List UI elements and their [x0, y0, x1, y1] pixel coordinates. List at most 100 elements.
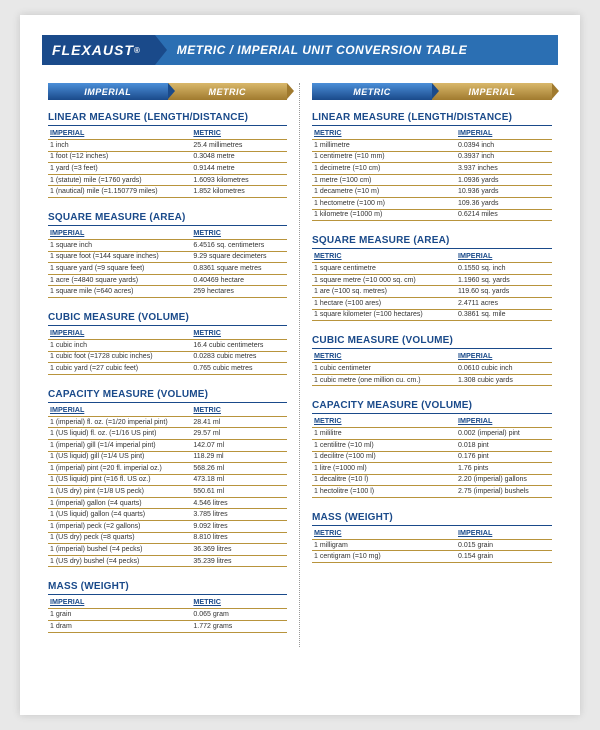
table-cell: 1 grain	[48, 609, 191, 621]
table-row: 1 metre (=100 cm)1.0936 yards	[312, 174, 552, 186]
table-row: 1 square foot (=144 square inches)9.29 s…	[48, 251, 287, 263]
table-row: 1 cubic yard (=27 cubic feet)0.765 cubic…	[48, 363, 287, 375]
table-cell: 1 (US liquid) gill (=1/4 US pint)	[48, 451, 191, 463]
column-header: METRIC	[312, 349, 456, 363]
column-header: METRIC	[312, 525, 456, 539]
tab-imperial: IMPERIAL	[432, 83, 552, 100]
table-row: 1 square yard (=9 square feet)0.8361 squ…	[48, 263, 287, 275]
section-title: CUBIC MEASURE (VOLUME)	[312, 335, 552, 346]
table-row: 1 square kilometer (=100 hectares)0.3861…	[312, 309, 552, 321]
conversion-section: CAPACITY MEASURE (VOLUME)IMPERIALMETRIC1…	[48, 389, 287, 568]
table-cell: 259 hectares	[191, 286, 287, 298]
table-cell: 1 (statute) mile (=1760 yards)	[48, 174, 191, 186]
table-cell: 1 inch	[48, 140, 191, 152]
section-title: CUBIC MEASURE (VOLUME)	[48, 312, 287, 323]
column-header: METRIC	[312, 126, 456, 140]
table-row: 1 centilitre (=10 ml)0.018 pint	[312, 439, 552, 451]
column-header: IMPERIAL	[48, 325, 191, 339]
table-cell: 8.810 litres	[191, 532, 287, 544]
table-cell: 0.0283 cubic metres	[191, 351, 287, 363]
direction-tabs-right: METRIC IMPERIAL	[312, 83, 552, 100]
conversion-section: SQUARE MEASURE (AREA)IMPERIALMETRIC1 squ…	[48, 212, 287, 298]
conversion-table: METRICIMPERIAL1 square centimetre0.1550 …	[312, 248, 552, 321]
section-title: MASS (WEIGHT)	[312, 512, 552, 523]
table-row: 1 are (=100 sq. metres)119.60 sq. yards	[312, 286, 552, 298]
table-row: 1 cubic foot (=1728 cubic inches)0.0283 …	[48, 351, 287, 363]
direction-tabs-left: IMPERIAL METRIC	[48, 83, 287, 100]
table-row: 1 acre (=4840 square yards)0.40469 hecta…	[48, 274, 287, 286]
table-cell: 2.20 (imperial) gallons	[456, 474, 552, 486]
table-cell: 550.61 ml	[191, 486, 287, 498]
table-cell: 1 decimetre (=10 cm)	[312, 163, 456, 175]
table-cell: 1 mililitre	[312, 428, 456, 440]
table-cell: 1.76 pints	[456, 463, 552, 475]
table-cell: 1 (imperial) pint (=20 fl. imperial oz.)	[48, 463, 191, 475]
conversion-section: LINEAR MEASURE (LENGTH/DISTANCE)METRICIM…	[312, 112, 552, 221]
column-header: IMPERIAL	[48, 595, 191, 609]
table-cell: 1 square mile (=640 acres)	[48, 286, 191, 298]
table-row: 1 milligram0.015 grain	[312, 539, 552, 551]
table-row: 1 hectometre (=100 m)109.36 yards	[312, 197, 552, 209]
table-cell: 0.9144 metre	[191, 163, 287, 175]
table-cell: 0.8361 square metres	[191, 263, 287, 275]
table-cell: 9.29 square decimeters	[191, 251, 287, 263]
conversion-section: SQUARE MEASURE (AREA)METRICIMPERIAL1 squ…	[312, 235, 552, 321]
conversion-section: MASS (WEIGHT)METRICIMPERIAL1 milligram0.…	[312, 512, 552, 563]
table-row: 1 square inch6.4516 sq. centimeters	[48, 239, 287, 251]
table-row: 1 centimetre (=10 mm)0.3937 inch	[312, 151, 552, 163]
column-header: IMPERIAL	[456, 414, 552, 428]
table-cell: 0.002 (imperial) pint	[456, 428, 552, 440]
table-cell: 1 (US liquid) fl. oz. (=1/16 US pint)	[48, 428, 191, 440]
conversion-section: MASS (WEIGHT)IMPERIALMETRIC1 grain0.065 …	[48, 581, 287, 632]
table-cell: 1 cubic metre (one million cu. cm.)	[312, 374, 456, 386]
table-row: 1 (imperial) fl. oz. (=1/20 imperial pin…	[48, 416, 287, 428]
table-cell: 0.0610 cubic inch	[456, 363, 552, 375]
table-cell: 1.1960 sq. yards	[456, 274, 552, 286]
table-cell: 1 cubic inch	[48, 339, 191, 351]
table-cell: 1.852 kilometres	[191, 186, 287, 198]
column-metric-to-imperial: METRIC IMPERIAL LINEAR MEASURE (LENGTH/D…	[300, 83, 558, 647]
column-header: METRIC	[191, 325, 287, 339]
table-row: 1 (US liquid) pint (=16 fl. US oz.)473.1…	[48, 474, 287, 486]
table-cell: 1 decalitre (=10 l)	[312, 474, 456, 486]
table-cell: 1 square centimetre	[312, 263, 456, 275]
columns: IMPERIAL METRIC LINEAR MEASURE (LENGTH/D…	[42, 83, 558, 647]
table-cell: 1 centimetre (=10 mm)	[312, 151, 456, 163]
table-row: 1 cubic inch16.4 cubic centimeters	[48, 339, 287, 351]
table-cell: 1 (imperial) gill (=1/4 imperial pint)	[48, 439, 191, 451]
table-row: 1 (imperial) gill (=1/4 imperial pint)14…	[48, 439, 287, 451]
section-title: SQUARE MEASURE (AREA)	[312, 235, 552, 246]
table-row: 1 cubic metre (one million cu. cm.)1.308…	[312, 374, 552, 386]
column-header: IMPERIAL	[48, 126, 191, 140]
table-cell: 16.4 cubic centimeters	[191, 339, 287, 351]
header-banner: FLEXAUST ® METRIC / IMPERIAL UNIT CONVER…	[42, 35, 558, 65]
table-row: 1 centigram (=10 mg)0.154 grain	[312, 551, 552, 563]
table-cell: 25.4 millimetres	[191, 140, 287, 152]
table-cell: 1 (imperial) gallon (=4 quarts)	[48, 497, 191, 509]
table-cell: 568.26 ml	[191, 463, 287, 475]
table-row: 1 litre (=1000 ml)1.76 pints	[312, 463, 552, 475]
column-header: METRIC	[312, 249, 456, 263]
table-cell: 1 decilitre (=100 ml)	[312, 451, 456, 463]
table-cell: 1 hectare (=100 ares)	[312, 297, 456, 309]
table-cell: 1 (imperial) peck (=2 gallons)	[48, 521, 191, 533]
table-cell: 109.36 yards	[456, 197, 552, 209]
column-header: IMPERIAL	[456, 349, 552, 363]
table-cell: 2.4711 acres	[456, 297, 552, 309]
table-cell: 1 square foot (=144 square inches)	[48, 251, 191, 263]
table-cell: 1 (imperial) bushel (=4 pecks)	[48, 544, 191, 556]
table-row: 1 hectolitre (=100 l)2.75 (imperial) bus…	[312, 486, 552, 498]
column-header: IMPERIAL	[456, 249, 552, 263]
conversion-table: METRICIMPERIAL1 millimetre0.0394 inch1 c…	[312, 125, 552, 221]
table-cell: 0.40469 hectare	[191, 274, 287, 286]
tab-imperial: IMPERIAL	[48, 83, 168, 100]
table-cell: 1 cubic foot (=1728 cubic inches)	[48, 351, 191, 363]
conversion-table: METRICIMPERIAL1 mililitre0.002 (imperial…	[312, 413, 552, 498]
table-cell: 1 (nautical) mile (=1.150779 miles)	[48, 186, 191, 198]
page-title: METRIC / IMPERIAL UNIT CONVERSION TABLE	[155, 35, 558, 65]
table-cell: 0.3937 inch	[456, 151, 552, 163]
table-row: 1 grain0.065 gram	[48, 609, 287, 621]
table-cell: 29.57 ml	[191, 428, 287, 440]
column-header: IMPERIAL	[48, 225, 191, 239]
table-row: 1 square metre (=10 000 sq. cm)1.1960 sq…	[312, 274, 552, 286]
